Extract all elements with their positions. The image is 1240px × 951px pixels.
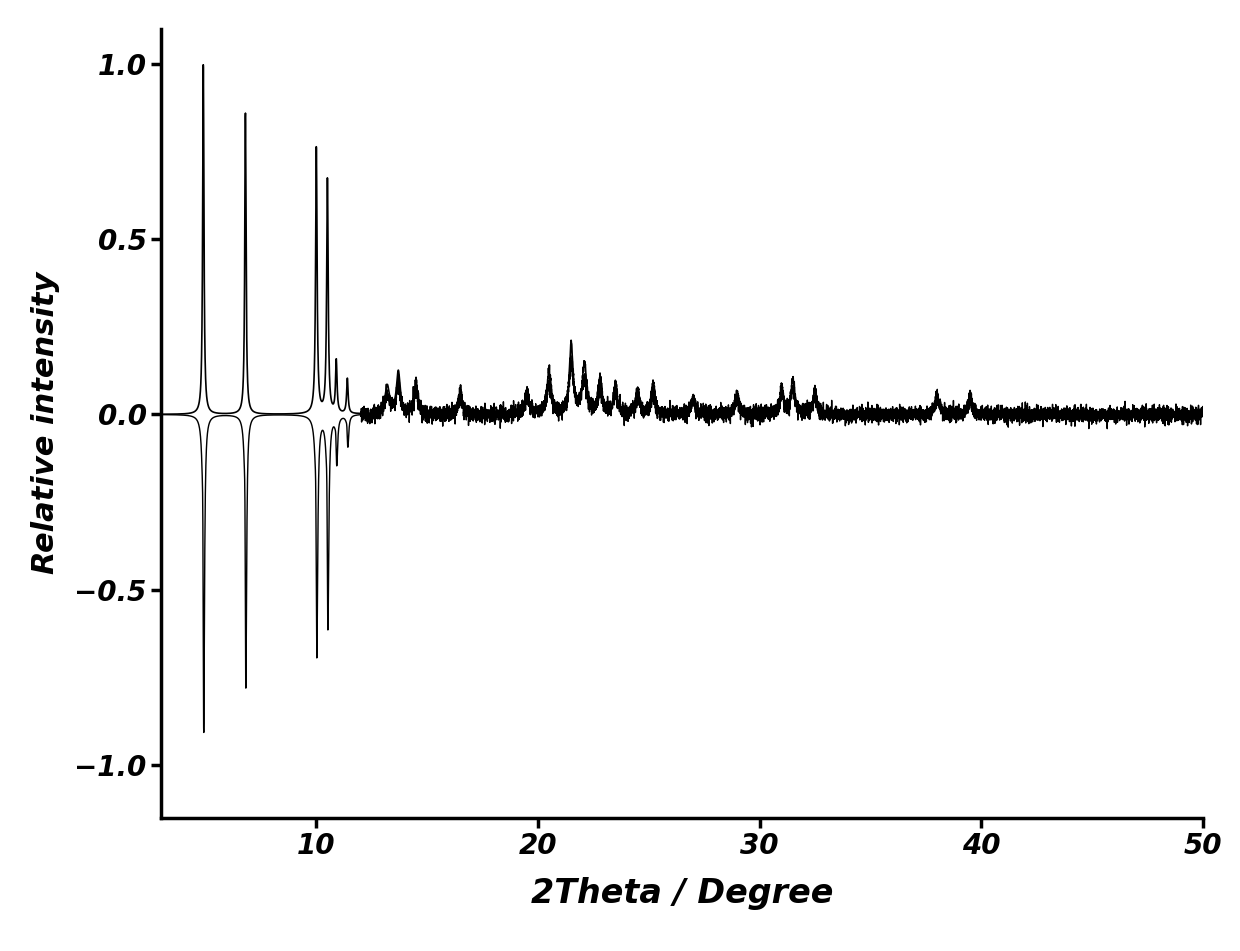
X-axis label: 2Theta / Degree: 2Theta / Degree [531, 877, 833, 910]
Y-axis label: Relative intensity: Relative intensity [31, 272, 61, 574]
